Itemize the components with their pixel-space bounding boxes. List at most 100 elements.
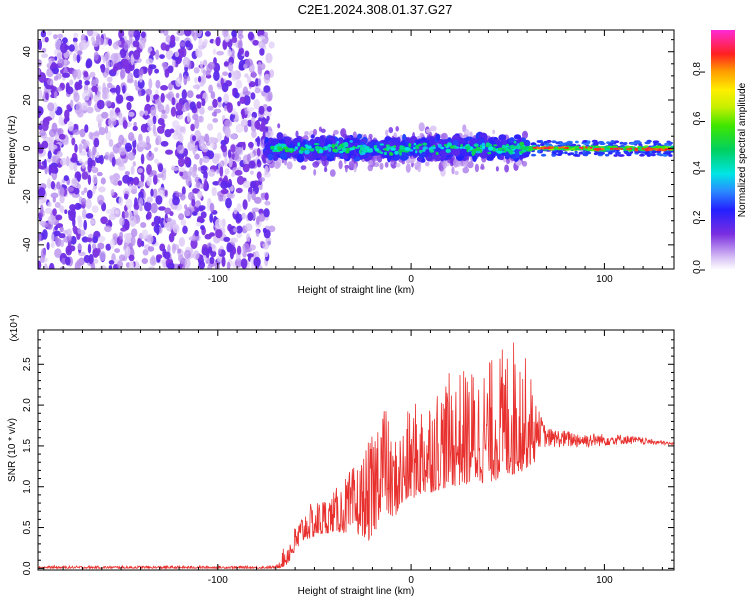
noise-blob xyxy=(209,232,215,237)
noise-blob xyxy=(247,191,251,203)
noise-blob xyxy=(155,135,162,146)
noise-blob xyxy=(83,254,91,264)
noise-blob xyxy=(212,48,217,55)
band-halo xyxy=(338,160,343,170)
noise-blob xyxy=(157,117,165,125)
band-core xyxy=(331,143,336,149)
noise-blob xyxy=(118,196,124,206)
band-core xyxy=(472,153,475,156)
band-blob xyxy=(384,136,392,141)
band-core xyxy=(270,145,275,150)
noise-blob xyxy=(233,155,242,162)
noise-blob xyxy=(140,31,146,38)
tone-core xyxy=(624,145,631,148)
noise-blob xyxy=(217,96,222,103)
noise-blob xyxy=(264,131,271,138)
band-core xyxy=(473,148,478,151)
noise-blob xyxy=(227,62,234,72)
band-core xyxy=(357,145,361,148)
noise-blob xyxy=(123,41,129,51)
noise-blob xyxy=(212,181,220,186)
noise-blob xyxy=(194,144,198,152)
colorbar-tick-label: 0.8 xyxy=(692,62,703,76)
noise-blob xyxy=(207,123,214,131)
noise-blob xyxy=(98,127,106,136)
band-core xyxy=(386,146,391,150)
noise-blob xyxy=(154,68,160,74)
noise-blob xyxy=(210,142,215,149)
noise-blob xyxy=(228,72,232,78)
band-blob xyxy=(296,154,305,163)
band-halo xyxy=(273,161,281,169)
noise-blob xyxy=(38,232,42,243)
noise-blob xyxy=(84,80,90,86)
noise-blob xyxy=(236,203,242,213)
band-blob xyxy=(452,139,459,147)
noise-blob xyxy=(169,128,175,134)
noise-blob xyxy=(138,191,144,200)
band-core xyxy=(394,150,399,155)
noise-blob xyxy=(125,198,133,209)
noise-blob xyxy=(38,89,41,99)
noise-blob xyxy=(50,241,55,248)
band-blob xyxy=(498,134,507,141)
noise-blob xyxy=(224,119,233,128)
noise-blob xyxy=(184,249,191,259)
noise-blob xyxy=(212,98,218,108)
tone-peak xyxy=(643,148,647,151)
noise-blob xyxy=(77,183,81,190)
noise-blob xyxy=(199,60,203,69)
band-core xyxy=(337,146,342,150)
noise-blob xyxy=(159,54,165,59)
noise-blob xyxy=(130,165,135,175)
noise-blob xyxy=(102,82,106,93)
noise-blob xyxy=(125,95,134,101)
noise-blob xyxy=(92,236,98,244)
band-core xyxy=(328,147,332,152)
noise-blob xyxy=(202,156,210,163)
noise-blob xyxy=(45,85,53,90)
noise-blob xyxy=(171,58,176,68)
snr-panel: -100 0 100 0.0 0.5 1.0 1.5 2.0 2.5 (x10⁴) Height… xyxy=(7,314,675,597)
noise-blob xyxy=(247,31,254,41)
tone-core xyxy=(619,146,625,149)
colorbar-label: Normalized spectral amplitude xyxy=(737,82,748,217)
band-halo xyxy=(379,162,384,170)
noise-blob xyxy=(262,130,266,140)
noise-blob xyxy=(132,161,136,167)
band-core xyxy=(513,145,518,150)
band-halo xyxy=(453,158,459,168)
noise-blob xyxy=(235,213,243,223)
noise-blob xyxy=(258,35,266,40)
band-halo xyxy=(441,132,448,141)
noise-blob xyxy=(244,50,250,58)
tone-halo xyxy=(593,152,598,156)
noise-blob xyxy=(147,126,152,132)
band-core xyxy=(294,146,298,149)
noise-blob xyxy=(59,205,65,214)
band-core xyxy=(314,146,320,150)
noise-blob xyxy=(151,221,155,227)
noise-blob xyxy=(242,180,251,189)
tone-halo xyxy=(578,151,583,155)
noise-blob xyxy=(208,84,214,94)
noise-blob xyxy=(80,197,87,205)
noise-blob xyxy=(50,233,55,243)
noise-blob xyxy=(242,199,248,210)
band-core xyxy=(437,143,442,148)
noise-blob xyxy=(192,135,196,142)
noise-blob xyxy=(165,217,172,223)
band-blob xyxy=(284,136,292,145)
noise-blob xyxy=(257,66,262,75)
noise-blob xyxy=(255,229,260,237)
noise-blob xyxy=(124,142,132,152)
band-core xyxy=(445,148,451,153)
noise-blob xyxy=(38,260,42,269)
noise-blob xyxy=(183,74,188,86)
noise-blob xyxy=(181,186,186,196)
tone-core xyxy=(587,148,591,151)
tone-peak xyxy=(585,146,588,149)
noise-blob xyxy=(141,258,148,264)
noise-blob xyxy=(85,198,92,210)
noise-blob xyxy=(166,222,173,232)
